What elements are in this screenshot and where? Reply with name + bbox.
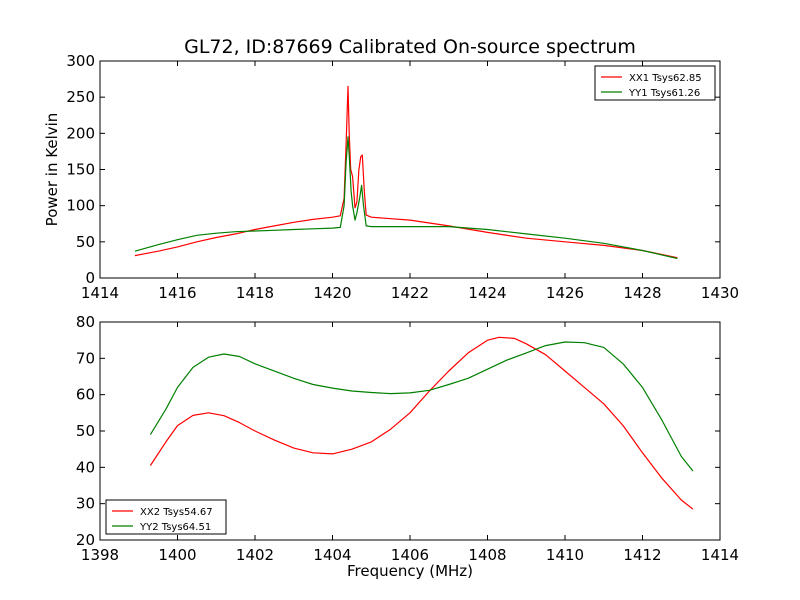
x-tick-label: 1424 [468,284,506,302]
x-tick-label: 1430 [701,284,739,302]
legend: XX2 Tsys54.67 YY2 Tsys64.51 [105,499,227,535]
legend-label-1: XX1 Tsys62.85 [629,73,702,84]
x-tick-label: 1412 [623,546,661,564]
x-tick-label: 1406 [391,546,429,564]
legend-box [594,65,716,101]
series-line-2 [134,136,678,260]
x-tick-label: 1420 [313,284,351,302]
y-tick-label: 30 [76,495,95,513]
x-tick-label: 1422 [391,284,429,302]
y-tick-label: 80 [76,313,95,331]
x-tick-label: 1428 [623,284,661,302]
x-tick-label: 1402 [236,546,274,564]
x-tick-label: 1416 [158,284,196,302]
bottom-panel: 1398 1400 1402 1404 1406 1408 1410 1412 1414 20 30… [76,313,739,580]
x-tick-label: 1410 [546,546,584,564]
series-line-2 [149,341,694,472]
x-tick-label: 1426 [546,284,584,302]
y-tick-label: 60 [76,386,95,404]
y-tick-label: 200 [66,124,95,142]
series-line-1 [149,336,694,510]
y-tick-label: 150 [66,161,95,179]
x-tick-label: 1414 [81,284,119,302]
y-tick-label: 20 [76,531,95,549]
y-tick-label: 40 [76,458,95,476]
top-panel: 1414 1416 1418 1420 1422 1424 1426 1428 1430 0 50 1… [43,52,739,302]
legend-label-1: XX2 Tsys54.67 [140,507,213,518]
x-tick-label: 1414 [701,546,739,564]
y-tick-label: 50 [76,233,95,251]
legend-label-2: YY2 Tsys64.51 [139,522,211,533]
y-tick-label: 250 [66,88,95,106]
y-tick-label: 0 [85,269,95,287]
figure-title: GL72, ID:87669 Calibrated On-source spec… [184,36,636,58]
x-tick-label: 1398 [81,546,119,564]
legend-label-2: YY1 Tsys61.26 [628,88,700,99]
y-tick-label: 100 [66,197,95,215]
x-axis-label: Frequency (MHz) [347,562,473,580]
x-tick-label: 1418 [236,284,274,302]
y-axis-label: Power in Kelvin [43,113,61,227]
x-tick-label: 1404 [313,546,351,564]
legend: XX1 Tsys62.85 YY1 Tsys61.26 [594,65,716,101]
y-tick-label: 300 [66,52,95,70]
y-tick-label: 50 [76,422,95,440]
x-tick-label: 1408 [468,546,506,564]
y-tick-label: 70 [76,349,95,367]
x-tick-label: 1400 [158,546,196,564]
legend-box [105,499,227,535]
